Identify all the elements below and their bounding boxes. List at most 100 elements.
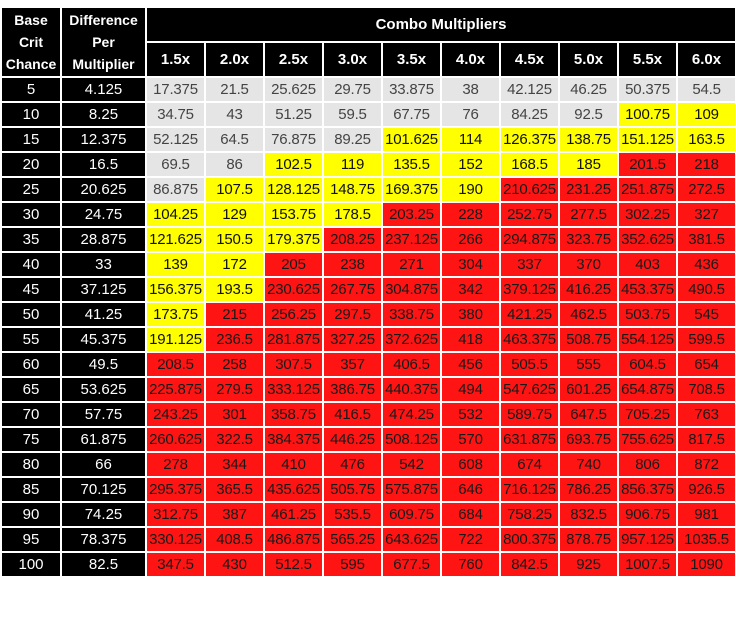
table-row: 35 28.875 121.625 150.5 179.375 208.25 237.125… — [0, 226, 736, 253]
table-row: 55 45.375 191.125 236.5 281.875 327.25 372.625… — [0, 326, 736, 353]
difference-cell: 49.5 — [60, 351, 147, 378]
combo-value-cell: 872 — [675, 451, 736, 478]
base-crit-chance-cell: 45 — [0, 276, 62, 303]
base-crit-chance-cell: 90 — [0, 501, 62, 528]
combo-value-cell: 505.5 — [499, 351, 560, 378]
combo-value-cell: 54.5 — [675, 76, 736, 103]
combo-value-cell: 294.875 — [499, 226, 560, 253]
combo-value-cell: 21.5 — [204, 76, 265, 103]
table-row: 100 82.5 347.5 430 512.5 595 677.5 760 842.5 925 1… — [0, 551, 736, 578]
combo-value-cell: 408.5 — [204, 526, 265, 553]
combo-value-cell: 76.875 — [263, 126, 324, 153]
combo-value-cell: 101.625 — [381, 126, 442, 153]
combo-value-cell: 251.875 — [617, 176, 678, 203]
difference-cell: 74.25 — [60, 501, 147, 528]
combo-value-cell: 370 — [558, 251, 619, 278]
combo-value-cell: 589.75 — [499, 401, 560, 428]
table-header: Base Crit Chance Difference Per Multipli… — [0, 6, 736, 78]
combo-value-cell: 535.5 — [322, 501, 383, 528]
combo-value-cell: 330.125 — [145, 526, 206, 553]
combo-value-cell: 67.75 — [381, 101, 442, 128]
table-row: 45 37.125 156.375 193.5 230.625 267.75 304.875… — [0, 276, 736, 303]
combo-value-cell: 906.75 — [617, 501, 678, 528]
combo-value-cell: 462.5 — [558, 301, 619, 328]
combo-value-cell: 684 — [440, 501, 501, 528]
table-row: 85 70.125 295.375 365.5 435.625 505.75 575.875… — [0, 476, 736, 503]
combo-value-cell: 25.625 — [263, 76, 324, 103]
difference-cell: 41.25 — [60, 301, 147, 328]
difference-cell: 28.875 — [60, 226, 147, 253]
combo-value-cell: 512.5 — [263, 551, 324, 578]
combo-value-cell: 554.125 — [617, 326, 678, 353]
combo-value-cell: 218 — [675, 151, 736, 178]
difference-line-1: Difference — [69, 12, 138, 28]
combo-value-cell: 150.5 — [204, 226, 265, 253]
combo-value-cell: 372.625 — [381, 326, 442, 353]
combo-value-cell: 1035.5 — [675, 526, 736, 553]
combo-value-cell: 179.375 — [263, 226, 324, 253]
difference-line-3: Multiplier — [72, 56, 135, 72]
combo-value-cell: 323.75 — [558, 226, 619, 253]
combo-value-cell: 418 — [440, 326, 501, 353]
base-crit-chance-cell: 5 — [0, 76, 62, 103]
base-crit-chance-header: Base Crit Chance — [0, 6, 62, 78]
combo-value-cell: 503.75 — [617, 301, 678, 328]
table-row: 20 16.5 69.5 86 102.5 119 135.5 152 168.5 185 201.… — [0, 151, 736, 178]
combo-value-cell: 476 — [322, 451, 383, 478]
combo-value-cell: 722 — [440, 526, 501, 553]
combo-value-cell: 38 — [440, 76, 501, 103]
base-crit-chance-cell: 35 — [0, 226, 62, 253]
combo-value-cell: 17.375 — [145, 76, 206, 103]
combo-value-cell: 260.625 — [145, 426, 206, 453]
table-row: 50 41.25 173.75 215 256.25 297.5 338.75 380 421.… — [0, 301, 736, 328]
combo-value-cell: 705.25 — [617, 401, 678, 428]
combo-value-cell: 608 — [440, 451, 501, 478]
combo-value-cell: 575.875 — [381, 476, 442, 503]
combo-value-cell: 542 — [381, 451, 442, 478]
combo-value-cell: 302.25 — [617, 201, 678, 228]
combo-value-cell: 338.75 — [381, 301, 442, 328]
combo-value-cell: 1090 — [675, 551, 736, 578]
combo-value-cell: 89.25 — [322, 126, 383, 153]
combo-multipliers-header: Combo Multipliers — [144, 6, 736, 43]
combo-value-cell: 352.625 — [617, 226, 678, 253]
base-crit-chance-cell: 60 — [0, 351, 62, 378]
combo-value-cell: 205 — [263, 251, 324, 278]
difference-cell: 45.375 — [60, 326, 147, 353]
combo-value-cell: 178.5 — [322, 201, 383, 228]
combo-value-cell: 387 — [204, 501, 265, 528]
combo-value-cell: 215 — [204, 301, 265, 328]
combo-value-cell: 878.75 — [558, 526, 619, 553]
base-crit-chance-cell: 30 — [0, 201, 62, 228]
combo-value-cell: 740 — [558, 451, 619, 478]
multiplier-header: 1.5x — [145, 41, 206, 78]
combo-value-cell: 258 — [204, 351, 265, 378]
combo-value-cell: 297.5 — [322, 301, 383, 328]
base-crit-chance-cell: 20 — [0, 151, 62, 178]
combo-value-cell: 604.5 — [617, 351, 678, 378]
difference-line-2: Per — [92, 34, 115, 50]
combo-value-cell: 281.875 — [263, 326, 324, 353]
multiplier-header: 3.5x — [381, 41, 442, 78]
difference-cell: 20.625 — [60, 176, 147, 203]
combo-value-cell: 337 — [499, 251, 560, 278]
base-crit-chance-cell: 15 — [0, 126, 62, 153]
base-crit-chance-cell: 25 — [0, 176, 62, 203]
combo-value-cell: 238 — [322, 251, 383, 278]
combo-value-cell: 107.5 — [204, 176, 265, 203]
combo-value-cell: 384.375 — [263, 426, 324, 453]
table-row: 40 33 139 172 205 238 271 304 337 370 403 436 — [0, 251, 736, 278]
combo-value-cell: 86.875 — [145, 176, 206, 203]
combo-value-cell: 925 — [558, 551, 619, 578]
combo-value-cell: 126.375 — [499, 126, 560, 153]
combo-value-cell: 304.875 — [381, 276, 442, 303]
combo-value-cell: 203.25 — [381, 201, 442, 228]
table-row: 5 4.125 17.375 21.5 25.625 29.75 33.875 38 42.12… — [0, 76, 736, 103]
multiplier-header-row: 1.5x 2.0x 2.5x 3.0x 3.5x 4.0x 4.5x 5.0x 5.5x 6.0x — [1, 41, 736, 78]
base-crit-chance-cell: 100 — [0, 551, 62, 578]
combo-value-cell: 237.125 — [381, 226, 442, 253]
difference-cell: 4.125 — [60, 76, 147, 103]
table-row: 80 66 278 344 410 476 542 608 674 740 806 872 — [0, 451, 736, 478]
table-row: 95 78.375 330.125 408.5 486.875 565.25 643.625… — [0, 526, 736, 553]
combo-value-cell: 169.375 — [381, 176, 442, 203]
